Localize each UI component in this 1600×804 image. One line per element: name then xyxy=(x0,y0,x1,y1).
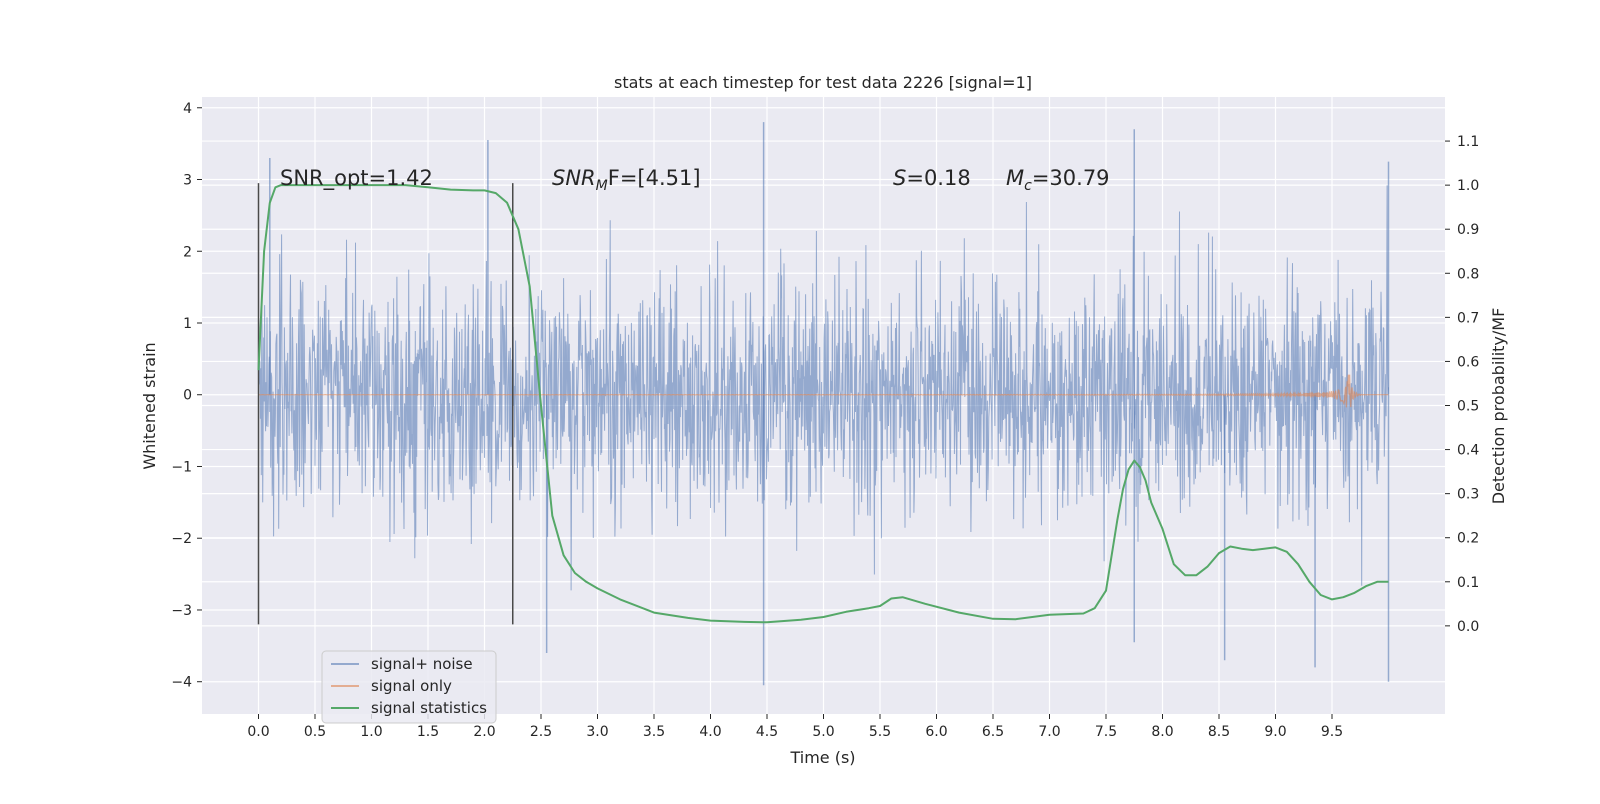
x-axis-ticks: 0.0 0.5 1.0 1.5 2.0 2.5 3.0 3.5 4.0 4.5 5.0 5.5 6.0 6… xyxy=(247,714,1343,740)
x-tick-label: 6.5 xyxy=(982,724,1004,740)
y-left-tick-label: 3 xyxy=(183,173,192,189)
annotation-snr-opt: SNR_opt=1.42 xyxy=(280,166,433,191)
y-right-tick-label: 0.2 xyxy=(1457,531,1479,547)
x-tick-label: 8.0 xyxy=(1151,724,1173,740)
legend-box xyxy=(321,650,497,724)
x-tick-label: 3.0 xyxy=(586,724,608,740)
vertical-markers xyxy=(257,183,514,625)
legend-label-statistics: signal statistics xyxy=(371,699,487,717)
x-tick-label: 2.0 xyxy=(473,724,495,740)
y-axis-label-right: Detection probability/MF xyxy=(1489,308,1508,505)
y-left-tick-label: 0 xyxy=(183,388,192,404)
left-axis-ticks: 4 3 2 1 0 −1 −2 −3 −4 xyxy=(171,101,202,691)
x-tick-label: 6.0 xyxy=(925,724,947,740)
annotation-snr-mf: SNRMF=[4.51] xyxy=(552,166,701,194)
snr-mf-subscript: M xyxy=(596,178,608,194)
mc-value: =30.79 xyxy=(1032,166,1110,190)
mc-italic: M xyxy=(1006,166,1024,190)
x-tick-label: 7.5 xyxy=(1095,724,1117,740)
s-value: =0.18 xyxy=(906,166,970,190)
x-tick-label: 8.5 xyxy=(1208,724,1230,740)
snr-mf-italic: SNR xyxy=(552,166,596,190)
y-axis-label-left: Whitened strain xyxy=(140,342,159,469)
x-tick-label: 3.5 xyxy=(643,724,665,740)
signal-only-line xyxy=(258,374,1389,408)
legend-label-noise: signal+ noise xyxy=(371,655,473,673)
y-left-tick-label: 4 xyxy=(183,101,192,117)
noise-line xyxy=(258,185,1389,591)
x-tick-label: 7.0 xyxy=(1038,724,1060,740)
y-right-tick-label: 0.0 xyxy=(1457,619,1479,635)
y-left-tick-label: −2 xyxy=(171,531,192,547)
y-left-tick-label: −3 xyxy=(171,603,192,619)
y-left-tick-label: −4 xyxy=(171,675,192,691)
x-tick-label: 4.0 xyxy=(699,724,721,740)
x-tick-label: 5.0 xyxy=(812,724,834,740)
y-right-tick-label: 0.6 xyxy=(1457,354,1479,370)
chart-title: stats at each timestep for test data 222… xyxy=(614,73,1032,92)
y-right-tick-label: 0.9 xyxy=(1457,222,1479,238)
y-left-tick-label: 2 xyxy=(183,244,192,260)
x-tick-label: 9.0 xyxy=(1264,724,1286,740)
statistics-series xyxy=(257,184,1389,624)
annotation-s: S=0.18 xyxy=(893,166,971,190)
x-tick-label: 0.5 xyxy=(304,724,326,740)
x-tick-label: 4.5 xyxy=(756,724,778,740)
signal-series xyxy=(258,374,1389,408)
y-left-tick-label: −1 xyxy=(171,459,192,475)
annotation-mc: Mc=30.79 xyxy=(1006,166,1110,194)
y-right-tick-label: 0.7 xyxy=(1457,310,1479,326)
x-tick-label: 1.5 xyxy=(417,724,439,740)
noise-series xyxy=(258,122,1390,686)
legend: signal+ noise signal only signal statist… xyxy=(321,650,497,724)
y-right-tick-label: 1.1 xyxy=(1457,134,1479,150)
x-tick-label: 0.0 xyxy=(247,724,269,740)
y-right-tick-label: 0.8 xyxy=(1457,266,1479,282)
x-tick-label: 2.5 xyxy=(530,724,552,740)
y-left-tick-label: 1 xyxy=(183,316,192,332)
x-axis-label: Time (s) xyxy=(789,748,855,767)
y-right-tick-label: 0.1 xyxy=(1457,575,1479,591)
x-tick-label: 1.0 xyxy=(360,724,382,740)
x-tick-label: 9.5 xyxy=(1321,724,1343,740)
y-right-tick-label: 0.5 xyxy=(1457,399,1479,415)
right-axis-ticks: 1.1 1.0 0.9 0.8 0.7 0.6 0.5 0.4 0.3 0.2 0.1 0.0 xyxy=(1445,134,1479,635)
statistics-line xyxy=(257,184,1389,624)
x-tick-label: 5.5 xyxy=(869,724,891,740)
snr-mf-value: F=[4.51] xyxy=(608,166,701,190)
legend-label-signal: signal only xyxy=(371,677,452,695)
y-right-tick-label: 0.3 xyxy=(1457,487,1479,503)
y-right-tick-label: 0.4 xyxy=(1457,443,1479,459)
mc-subscript: c xyxy=(1024,178,1032,194)
y-right-tick-label: 1.0 xyxy=(1457,178,1479,194)
s-italic: S xyxy=(893,166,906,190)
